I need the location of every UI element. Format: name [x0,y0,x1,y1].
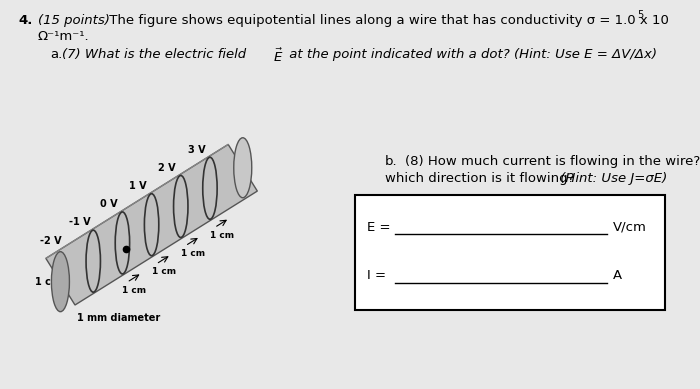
Text: 1 cm: 1 cm [210,231,234,240]
Text: 5: 5 [637,10,643,20]
Bar [355,195,665,310]
Text: 3 V: 3 V [188,145,205,154]
Text: The figure shows equipotential lines along a wire that has conductivity σ = 1.0 : The figure shows equipotential lines alo… [105,14,669,27]
Text: 0 V: 0 V [100,199,118,209]
Polygon shape [46,144,258,305]
Text: E =: E = [367,221,395,234]
Text: -2 V: -2 V [40,236,62,246]
Text: 2 V: 2 V [158,163,176,173]
Text: a.: a. [50,48,62,61]
Text: 1 cm: 1 cm [122,286,146,294]
Text: (Hint: Use J=σE): (Hint: Use J=σE) [556,172,667,185]
Text: V/cm: V/cm [613,221,647,234]
Text: 1 cm: 1 cm [151,267,176,276]
Ellipse shape [51,252,69,312]
Text: 1 cm: 1 cm [35,277,61,287]
Text: $\vec{E}$: $\vec{E}$ [273,48,284,65]
Text: 1 V: 1 V [130,181,147,191]
Text: (7) What is the electric field: (7) What is the electric field [62,48,251,61]
Text: -1 V: -1 V [69,217,90,228]
Text: Ω⁻¹m⁻¹.: Ω⁻¹m⁻¹. [38,30,90,43]
Text: at the point indicated with a dot? (Hint: Use E = ΔV/Δx): at the point indicated with a dot? (Hint… [285,48,657,61]
Text: A: A [613,269,622,282]
Text: b.: b. [385,155,398,168]
Text: which direction is it flowing?: which direction is it flowing? [385,172,575,185]
Text: 1 cm: 1 cm [181,249,205,258]
Text: 1 mm diameter: 1 mm diameter [77,313,160,323]
Text: (15 points): (15 points) [38,14,110,27]
Text: I =: I = [367,269,391,282]
Text: (8) How much current is flowing in the wire? In: (8) How much current is flowing in the w… [405,155,700,168]
Ellipse shape [234,138,252,198]
Text: 4.: 4. [18,14,32,27]
